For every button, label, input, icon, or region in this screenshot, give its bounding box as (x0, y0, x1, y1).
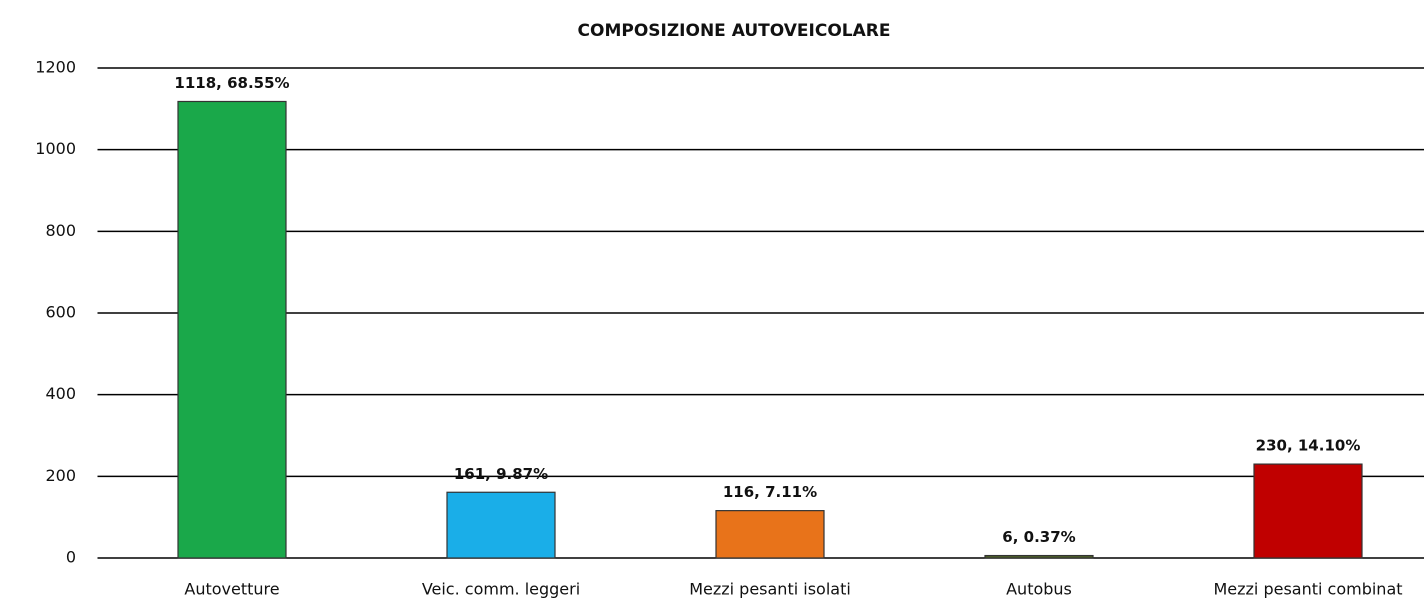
y-tick-label: 1000 (35, 139, 76, 158)
bar (1253, 463, 1363, 559)
bar (715, 510, 825, 559)
data-label: 230, 14.10% (1256, 437, 1361, 455)
y-tick-label: 1200 (35, 58, 76, 77)
y-tick-label: 800 (45, 221, 76, 240)
x-tick-label: Mezzi pesanti combinat (1213, 580, 1402, 599)
y-tick-label: 0 (66, 548, 76, 567)
bar (177, 100, 287, 559)
x-tick-label: Mezzi pesanti isolati (689, 580, 851, 599)
bar (446, 491, 556, 559)
x-tick-label: Veic. comm. leggeri (422, 580, 580, 599)
data-label: 161, 9.87% (454, 465, 548, 483)
data-label: 116, 7.11% (723, 483, 817, 501)
chart-title: COMPOSIZIONE AUTOVEICOLARE (578, 21, 891, 41)
y-tick-label: 200 (45, 466, 76, 485)
data-label: 1118, 68.55% (174, 74, 289, 92)
data-label: 6, 0.37% (1002, 528, 1075, 546)
x-tick-label: Autovetture (184, 580, 279, 599)
x-tick-label: Autobus (1006, 580, 1072, 599)
y-tick-label: 600 (45, 303, 76, 322)
bar (984, 554, 1094, 559)
y-tick-label: 400 (45, 384, 76, 403)
